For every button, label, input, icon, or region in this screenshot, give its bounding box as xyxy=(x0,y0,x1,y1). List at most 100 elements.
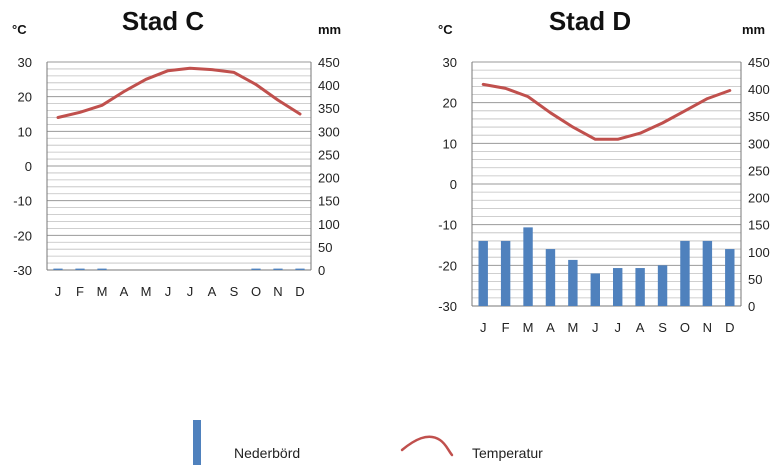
temperature-tick-label: 20 xyxy=(18,90,32,105)
precipitation-tick-label: 250 xyxy=(318,147,340,162)
precipitation-tick-label: 150 xyxy=(318,194,340,209)
precipitation-tick-label: 0 xyxy=(748,299,755,314)
temperature-tick-label: -20 xyxy=(438,258,457,273)
precipitation-tick-label: 400 xyxy=(748,82,770,97)
month-label: S xyxy=(658,320,667,335)
precipitation-tick-label: 450 xyxy=(748,55,770,70)
legend-precipitation-swatch xyxy=(193,420,201,465)
temperature-line xyxy=(481,82,732,141)
temperature-tick-label: -30 xyxy=(13,263,32,278)
precipitation-tick-label: 400 xyxy=(318,78,340,93)
precipitation-tick-label: 150 xyxy=(748,218,770,233)
month-label: M xyxy=(523,320,534,335)
month-label: M xyxy=(567,320,578,335)
month-label: A xyxy=(546,320,555,335)
month-label: F xyxy=(502,320,510,335)
precipitation-tick-label: 250 xyxy=(748,163,770,178)
month-label: D xyxy=(725,320,734,335)
month-label: J xyxy=(187,284,194,299)
precipitation-bar xyxy=(725,249,735,306)
temperature-tick-label: 20 xyxy=(443,96,457,111)
climate-chart-stad-c: Stad C °C mm 3020100-10-20-3045040035030… xyxy=(12,6,341,299)
month-label: J xyxy=(480,320,487,335)
temperature-tick-label: -20 xyxy=(13,228,32,243)
precipitation-tick-label: 50 xyxy=(318,240,332,255)
chart-title: Stad C xyxy=(122,6,205,36)
month-label: M xyxy=(97,284,108,299)
right-axis-unit: mm xyxy=(318,22,341,37)
month-label: D xyxy=(295,284,304,299)
month-label: O xyxy=(251,284,261,299)
temperature-tick-label: 0 xyxy=(450,177,457,192)
temperature-tick-label: -10 xyxy=(13,194,32,209)
month-label: F xyxy=(76,284,84,299)
precipitation-axis-ticks: 450 400 350 300 250 200 150 100 50 0 xyxy=(748,55,770,314)
precipitation-tick-label: 100 xyxy=(318,217,340,232)
month-label: J xyxy=(165,284,172,299)
month-label: A xyxy=(208,284,217,299)
precipitation-bar xyxy=(657,265,668,306)
precipitation-bar xyxy=(97,268,107,270)
temperature-axis-ticks: 30 20 10 0 -10 -20 -30 xyxy=(13,55,32,278)
temperature-tick-label: 30 xyxy=(443,55,457,70)
precipitation-tick-label: 450 xyxy=(318,55,340,70)
precipitation-bar xyxy=(273,268,283,270)
precipitation-bar xyxy=(568,259,578,306)
precipitation-tick-label: 100 xyxy=(748,245,770,260)
temperature-tick-label: 10 xyxy=(443,136,457,151)
precipitation-tick-label: 200 xyxy=(748,191,770,206)
precipitation-tick-label: 300 xyxy=(748,136,770,151)
gridlines xyxy=(472,61,741,307)
legend-precipitation-label: Nederbörd xyxy=(234,445,300,461)
precipitation-tick-label: 200 xyxy=(318,171,340,186)
temperature-axis-ticks: 30 20 10 0 -10 -20 -30 xyxy=(438,55,457,314)
legend: Nederbörd Temperatur xyxy=(193,420,543,465)
right-axis-unit: mm xyxy=(742,22,765,37)
precipitation-bar xyxy=(478,240,488,306)
temperature-tick-label: 30 xyxy=(18,55,32,70)
precipitation-bar xyxy=(702,240,713,306)
temperature-tick-label: -30 xyxy=(438,299,457,314)
precipitation-bar xyxy=(545,249,556,306)
precipitation-bar xyxy=(680,240,690,306)
month-label: N xyxy=(703,320,712,335)
precipitation-bar xyxy=(523,227,533,306)
temperature-line xyxy=(56,66,302,119)
legend-temperature-line xyxy=(400,435,454,457)
precipitation-bar xyxy=(590,273,600,306)
precipitation-bars xyxy=(53,268,305,270)
precipitation-axis-ticks: 450 400 350 300 250 200 150 100 50 0 xyxy=(318,55,340,278)
month-label: M xyxy=(141,284,152,299)
climate-chart-stad-d: Stad D °C mm 3020100-10-20-3045040035030… xyxy=(438,6,770,335)
month-label: A xyxy=(636,320,645,335)
gridlines xyxy=(47,61,311,271)
temperature-tick-label: -10 xyxy=(438,218,457,233)
month-label: A xyxy=(120,284,129,299)
month-label: J xyxy=(614,320,621,335)
month-label: O xyxy=(680,320,690,335)
month-label: N xyxy=(273,284,282,299)
chart-title: Stad D xyxy=(549,6,631,36)
precipitation-tick-label: 350 xyxy=(748,109,770,124)
precipitation-bar xyxy=(613,268,623,306)
temperature-tick-label: 10 xyxy=(18,124,32,139)
month-label: J xyxy=(592,320,599,335)
precipitation-bar xyxy=(251,268,261,270)
precipitation-tick-label: 300 xyxy=(318,124,340,139)
precipitation-bar xyxy=(635,268,645,306)
month-label: J xyxy=(55,284,62,299)
precipitation-tick-label: 350 xyxy=(318,101,340,116)
left-axis-unit: °C xyxy=(12,22,27,37)
precipitation-tick-label: 50 xyxy=(748,272,762,287)
legend-temperature-label: Temperatur xyxy=(472,445,543,461)
precipitation-bar xyxy=(295,268,305,270)
precipitation-bar xyxy=(500,240,511,306)
precipitation-bar xyxy=(75,268,85,270)
precipitation-bar xyxy=(53,268,63,270)
precipitation-bars xyxy=(478,227,735,306)
temperature-tick-label: 0 xyxy=(25,159,32,174)
left-axis-unit: °C xyxy=(438,22,453,37)
